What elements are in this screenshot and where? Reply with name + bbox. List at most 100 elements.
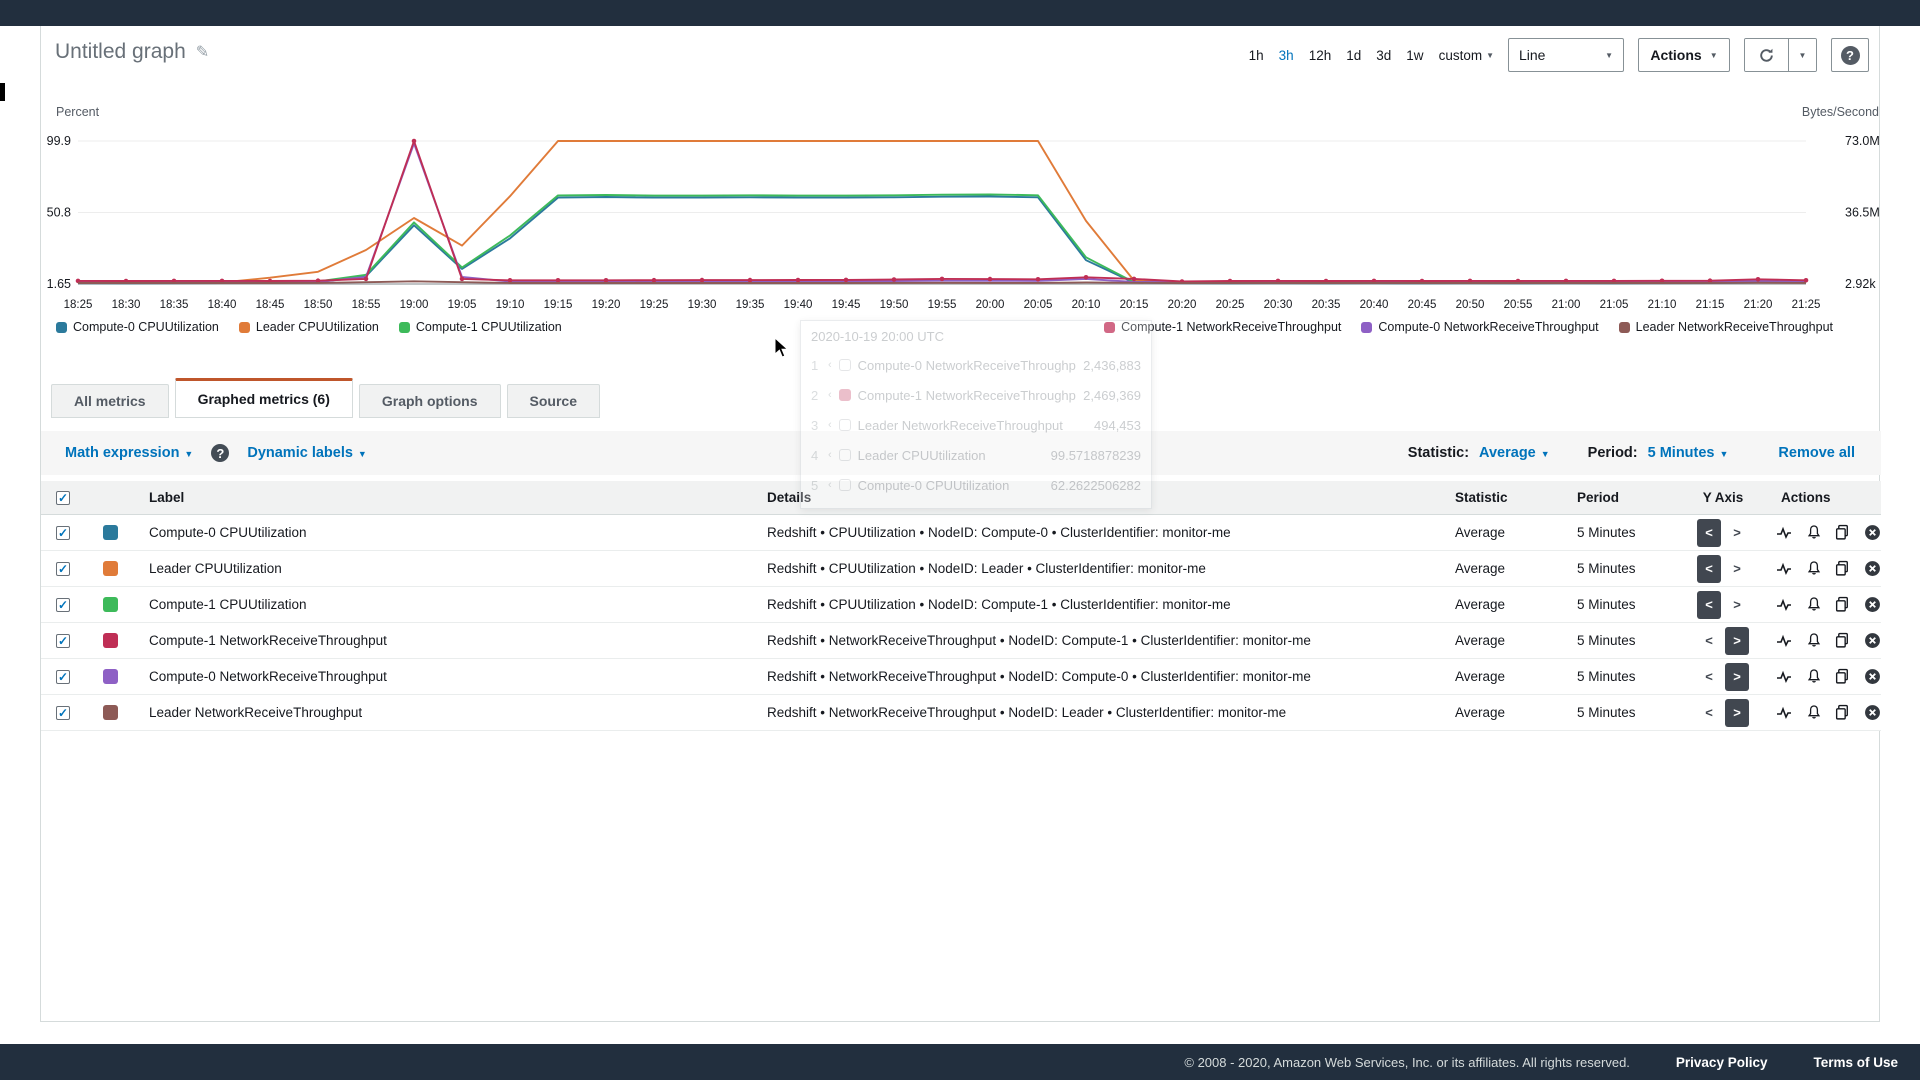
svg-text:18:55: 18:55 (352, 299, 381, 311)
time-range-1w[interactable]: 1w (1406, 47, 1424, 63)
duplicate-icon[interactable] (1834, 668, 1851, 686)
legend-item[interactable]: Compute-1 CPUUtilization (398, 320, 562, 334)
legend-item[interactable]: Compute-1 NetworkReceiveThroughput (1104, 320, 1341, 334)
time-range-1h[interactable]: 1h (1248, 47, 1264, 63)
math-expression-menu[interactable]: Math expression ▼ (65, 445, 193, 461)
tab-graph-options[interactable]: Graph options (358, 384, 501, 418)
time-range-12h[interactable]: 12h (1308, 47, 1332, 63)
yaxis-left-button[interactable]: < (1697, 590, 1721, 619)
table-row[interactable]: ✓ Compute-0 NetworkReceiveThroughput Red… (41, 659, 1881, 695)
svg-text:Bytes/Second: Bytes/Second (1802, 105, 1879, 119)
svg-text:20:55: 20:55 (1504, 299, 1533, 311)
table-row[interactable]: ✓ Compute-0 CPUUtilization Redshift • CP… (41, 515, 1881, 551)
remove-metric-icon[interactable] (1864, 668, 1881, 686)
svg-text:21:10: 21:10 (1648, 299, 1677, 311)
privacy-policy-link[interactable]: Privacy Policy (1675, 1054, 1768, 1070)
graph-this-metric-icon[interactable] (1775, 704, 1793, 722)
math-expression-help-icon[interactable]: ? (211, 444, 230, 462)
metric-statistic: Average (1455, 561, 1506, 576)
row-checkbox[interactable]: ✓ (56, 705, 70, 720)
graph-this-metric-icon[interactable] (1775, 632, 1793, 650)
yaxis-left-button[interactable]: < (1697, 518, 1721, 547)
refresh-icon (1760, 48, 1773, 62)
row-checkbox[interactable]: ✓ (56, 597, 70, 612)
tab-all-metrics[interactable]: All metrics (51, 384, 169, 418)
graph-this-metric-icon[interactable] (1775, 668, 1793, 686)
time-range-3d[interactable]: 3d (1376, 47, 1392, 63)
svg-text:1.65: 1.65 (47, 277, 71, 291)
row-checkbox[interactable]: ✓ (56, 633, 70, 648)
graph-this-metric-icon[interactable] (1775, 560, 1793, 578)
svg-text:20:15: 20:15 (1120, 299, 1149, 311)
yaxis-right-button[interactable]: > (1733, 561, 1741, 576)
table-row[interactable]: ✓ Leader NetworkReceiveThroughput Redshi… (41, 695, 1881, 731)
row-checkbox[interactable]: ✓ (56, 525, 70, 540)
create-alarm-icon[interactable] (1805, 524, 1822, 542)
duplicate-icon[interactable] (1834, 704, 1851, 722)
time-range-custom[interactable]: custom ▼ (1438, 47, 1494, 63)
legend-label: Compute-1 NetworkReceiveThroughput (1121, 320, 1342, 334)
time-range-1d[interactable]: 1d (1346, 47, 1362, 63)
refresh-options-button[interactable]: ▼ (1789, 39, 1816, 71)
refresh-button[interactable] (1745, 39, 1789, 71)
graph-type-select[interactable]: Line ▼ (1508, 38, 1624, 72)
actions-button[interactable]: Actions ▼ (1638, 38, 1730, 72)
select-all-checkbox[interactable]: ✓ (56, 490, 70, 505)
metric-period: 5 Minutes (1577, 633, 1636, 648)
legend-item[interactable]: Compute-0 NetworkReceiveThroughput (1361, 320, 1599, 334)
graph-this-metric-icon[interactable] (1775, 524, 1793, 542)
legend-item[interactable]: Leader CPUUtilization (238, 320, 379, 334)
terms-of-use-link[interactable]: Terms of Use (1813, 1054, 1898, 1070)
remove-metric-icon[interactable] (1864, 596, 1881, 614)
table-row[interactable]: ✓ Leader CPUUtilization Redshift • CPUUt… (41, 551, 1881, 587)
yaxis-right-button[interactable]: > (1725, 626, 1749, 655)
remove-metric-icon[interactable] (1864, 524, 1881, 542)
statistic-select[interactable]: Average ▼ (1479, 445, 1550, 461)
yaxis-left-button[interactable]: < (1697, 554, 1721, 583)
svg-text:50.8: 50.8 (47, 206, 71, 220)
chevron-down-icon: ▼ (1709, 50, 1718, 60)
help-button[interactable]: ? (1831, 38, 1869, 72)
remove-metric-icon[interactable] (1864, 704, 1881, 722)
tab-graphed-metrics-6[interactable]: Graphed metrics (6) (174, 378, 353, 418)
legend-swatch-icon (1618, 321, 1630, 333)
create-alarm-icon[interactable] (1805, 704, 1822, 722)
graph-this-metric-icon[interactable] (1775, 596, 1793, 614)
create-alarm-icon[interactable] (1805, 632, 1822, 650)
tab-source[interactable]: Source (506, 384, 600, 418)
svg-text:20:25: 20:25 (1216, 299, 1245, 311)
yaxis-right-button[interactable]: > (1725, 662, 1749, 691)
yaxis-right-button[interactable]: > (1733, 597, 1741, 612)
yaxis-right-button[interactable]: > (1725, 698, 1749, 727)
yaxis-left-button[interactable]: < (1705, 705, 1713, 720)
remove-metric-icon[interactable] (1864, 632, 1881, 650)
table-row[interactable]: ✓ Compute-1 CPUUtilization Redshift • CP… (41, 587, 1881, 623)
period-select[interactable]: 5 Minutes ▼ (1648, 445, 1729, 461)
duplicate-icon[interactable] (1834, 560, 1851, 578)
create-alarm-icon[interactable] (1805, 668, 1822, 686)
row-checkbox[interactable]: ✓ (56, 669, 70, 684)
yaxis-left-button[interactable]: < (1705, 633, 1713, 648)
legend-item[interactable]: Leader NetworkReceiveThroughput (1618, 320, 1833, 334)
row-checkbox[interactable]: ✓ (56, 561, 70, 576)
table-row[interactable]: ✓ Compute-1 NetworkReceiveThroughput Red… (41, 623, 1881, 659)
time-range-3h[interactable]: 3h (1278, 47, 1294, 63)
period-value: 5 Minutes (1647, 445, 1715, 461)
edit-title-icon[interactable]: ✎ (195, 44, 210, 61)
duplicate-icon[interactable] (1834, 632, 1851, 650)
chevron-down-icon: ▼ (1605, 50, 1613, 60)
legend-swatch-icon (56, 321, 67, 333)
create-alarm-icon[interactable] (1805, 596, 1822, 614)
yaxis-left-button[interactable]: < (1705, 669, 1713, 684)
remove-all-button[interactable]: Remove all (1778, 445, 1855, 461)
remove-metric-icon[interactable] (1864, 560, 1881, 578)
create-alarm-icon[interactable] (1805, 560, 1822, 578)
metric-color-swatch (102, 669, 118, 684)
metrics-chart[interactable]: Percent Bytes/Second 99.9 50.8 1.65 73.0M 36.5… (41, 96, 1881, 311)
legend-item[interactable]: Compute-0 CPUUtilization (56, 320, 219, 334)
dynamic-labels-menu[interactable]: Dynamic labels ▼ (247, 445, 367, 461)
duplicate-icon[interactable] (1834, 524, 1851, 542)
duplicate-icon[interactable] (1834, 596, 1851, 614)
yaxis-right-button[interactable]: > (1733, 525, 1741, 540)
